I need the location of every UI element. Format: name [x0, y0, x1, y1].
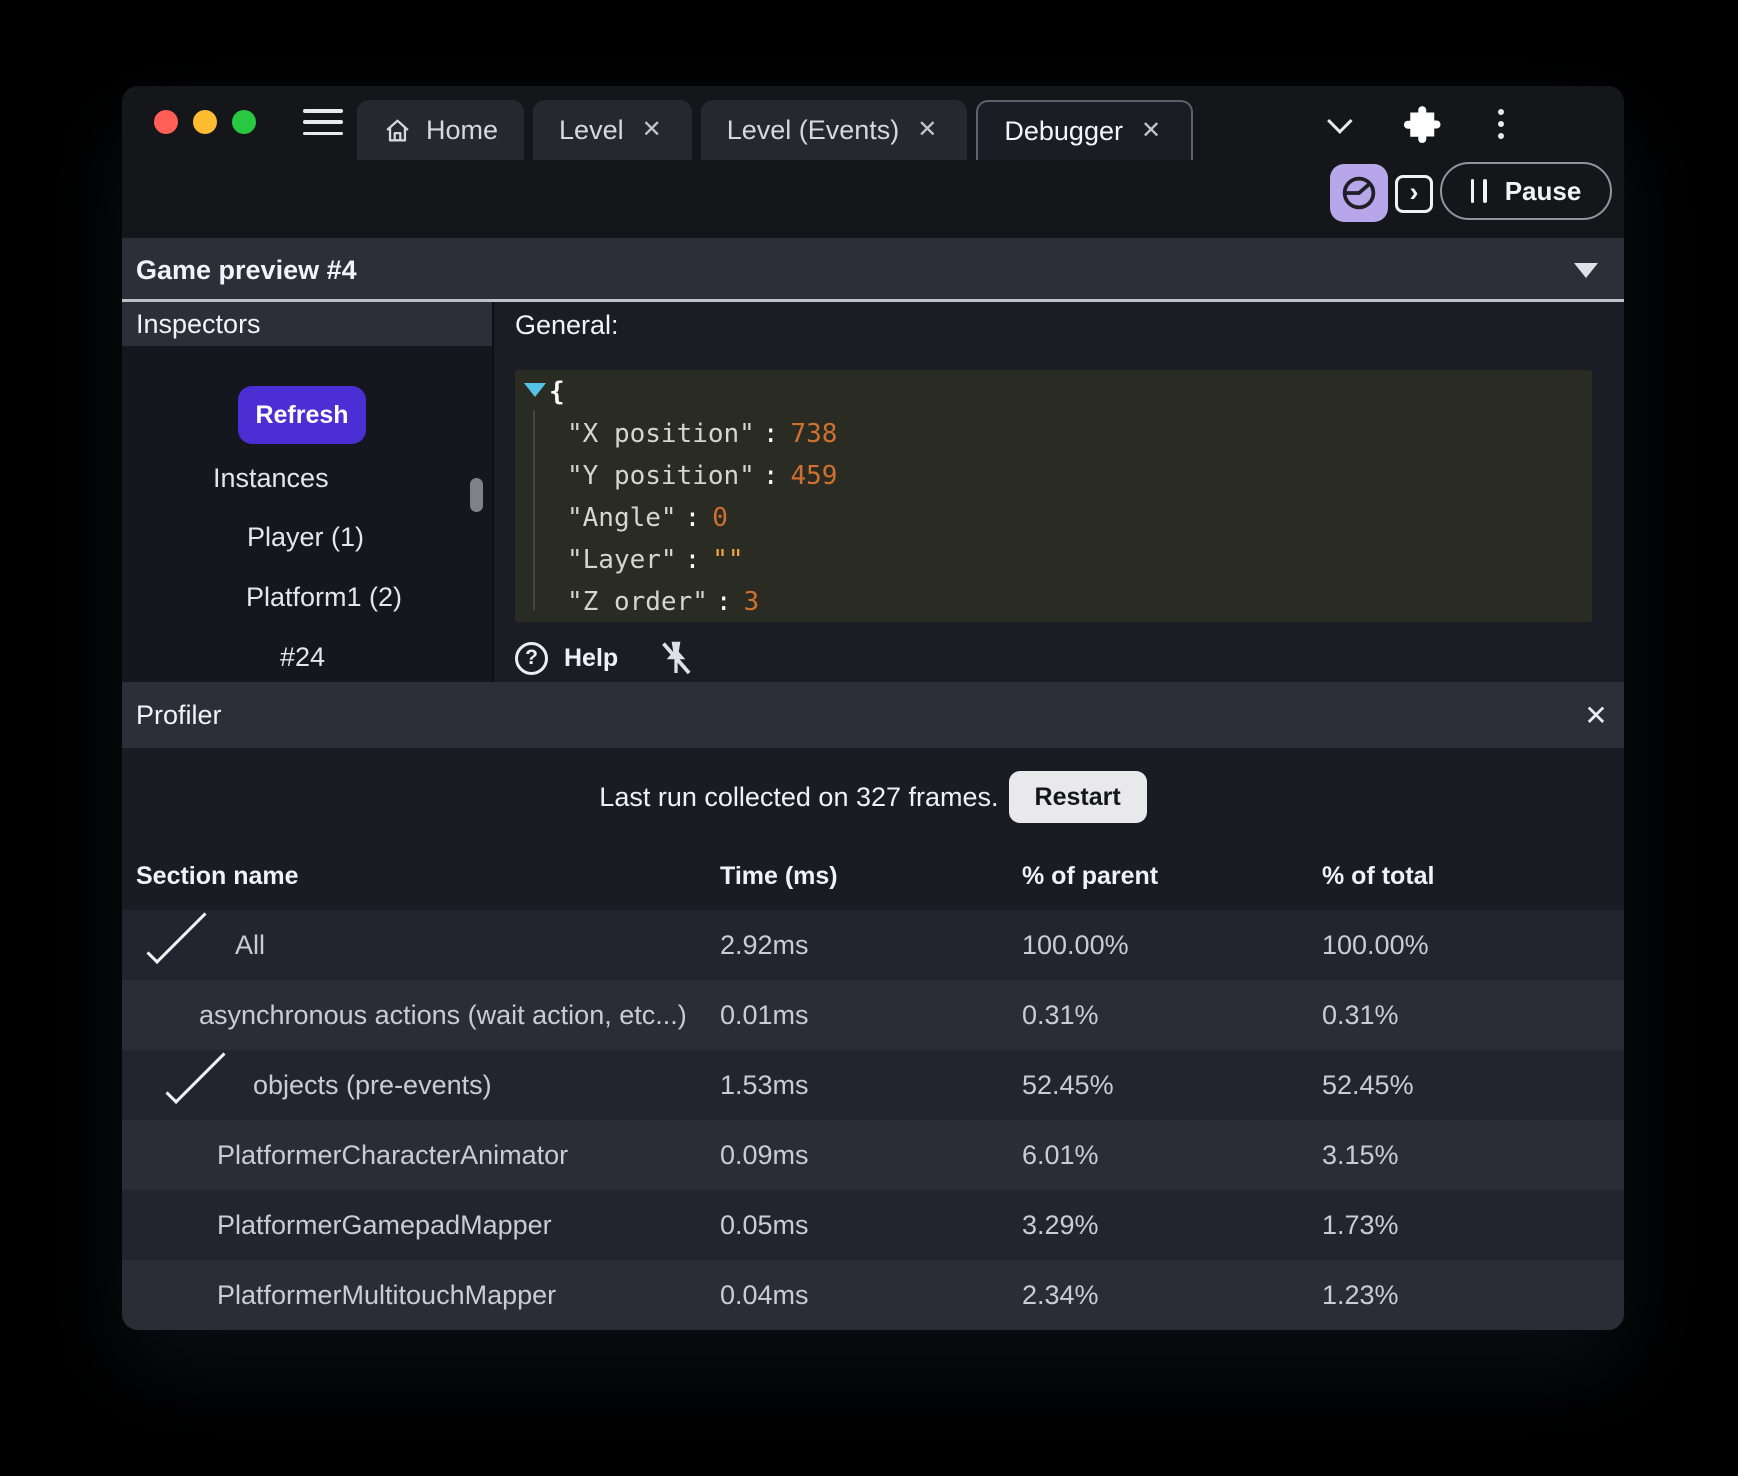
profiler-title: Profiler [136, 699, 222, 730]
tab-level-events[interactable]: Level (Events) ✕ [700, 100, 968, 160]
general-title: General: [515, 310, 619, 340]
table-row[interactable]: All 2.92ms 100.00% 100.00% [122, 903, 1624, 980]
zoom-button[interactable] [232, 110, 256, 134]
chevron-down-icon[interactable] [1327, 108, 1353, 134]
help-icon[interactable]: ? [515, 641, 548, 675]
profiler-gauge-button[interactable] [1330, 164, 1388, 222]
collapse-caret-icon[interactable] [1574, 263, 1598, 278]
profiler-status-row: Last run collected on 327 frames. Restar… [122, 766, 1624, 828]
restart-button[interactable]: Restart [1008, 771, 1147, 823]
sidebar-item-player[interactable]: Player (1) [247, 521, 365, 552]
sidebar-item-instances[interactable]: Instances [213, 462, 329, 493]
tab-bar: Home Level ✕ Level (Events) ✕ Debugger ✕ [357, 100, 1194, 160]
pause-button[interactable]: Pause [1440, 162, 1612, 220]
inspector-content: Inspectors Refresh Instances Player (1) … [122, 302, 1624, 682]
table-row[interactable]: objects (pre-events) 1.53ms 52.45% 52.45… [122, 1043, 1624, 1120]
expand-triangle-icon[interactable] [524, 383, 546, 397]
sidebar-item-instance-24[interactable]: #24 [280, 641, 326, 672]
debugger-toolbar: › Pause [122, 160, 1624, 238]
chevron-down-icon[interactable] [146, 903, 207, 965]
refresh-button[interactable]: Refresh [238, 386, 366, 444]
table-row[interactable]: PlatformerGamepadMapper 0.05ms 3.29% 1.7… [122, 1190, 1624, 1260]
game-preview-header[interactable]: Game preview #4 [122, 238, 1624, 302]
pause-icon [1470, 179, 1487, 203]
tab-home[interactable]: Home [357, 100, 525, 160]
menu-icon[interactable] [303, 109, 343, 135]
sidebar-item-platform1[interactable]: Platform1 (2) [246, 581, 403, 612]
inspectors-scrollbar-thumb[interactable] [470, 478, 483, 512]
table-row[interactable]: PlatformerCharacterAnimator 0.09ms 6.01%… [122, 1120, 1624, 1190]
tab-label: Level (Events) [726, 114, 900, 145]
more-options-icon[interactable] [1498, 109, 1504, 139]
home-icon [386, 119, 409, 141]
tab-label: Home [426, 114, 499, 145]
inspectors-title: Inspectors [136, 308, 261, 339]
table-row[interactable]: PlatformerMultitouchMapper 0.04ms 2.34% … [122, 1260, 1624, 1330]
profiler-table-header: Section name Time (ms) % of parent % of … [122, 843, 1624, 910]
console-button[interactable]: › [1395, 175, 1433, 213]
tab-level[interactable]: Level ✕ [533, 100, 692, 160]
column-header-parent: % of parent [1022, 862, 1159, 890]
gauge-icon [1342, 176, 1376, 210]
help-link[interactable]: Help [564, 643, 619, 672]
column-header-section: Section name [136, 862, 299, 890]
game-preview-title: Game preview #4 [136, 254, 357, 285]
json-open-brace: { [549, 377, 565, 407]
chevron-down-icon[interactable] [165, 1043, 226, 1105]
profiler-table: All 2.92ms 100.00% 100.00% asynchronous … [122, 903, 1624, 1330]
json-inspector: { "X position":738 "Y position":459 "Ang… [515, 370, 1592, 622]
extensions-puzzle-icon[interactable] [1402, 104, 1442, 144]
inspectors-header: Inspectors [122, 302, 492, 346]
titlebar-actions [1327, 104, 1504, 144]
minimize-button[interactable] [193, 110, 217, 134]
column-header-time: Time (ms) [720, 862, 838, 890]
profiler-panel: Last run collected on 327 frames. Restar… [122, 748, 1624, 1330]
close-button[interactable] [154, 110, 178, 134]
close-tab-icon[interactable]: ✕ [917, 116, 938, 143]
inspectors-panel: Inspectors Refresh Instances Player (1) … [122, 302, 494, 682]
tree-guide-line [533, 410, 535, 610]
debugger-window: Home Level ✕ Level (Events) ✕ Debugger ✕ [122, 86, 1624, 1330]
json-entry: "Layer": "" [567, 545, 744, 575]
pause-label: Pause [1504, 175, 1582, 206]
json-entry: "X position":738 [567, 419, 838, 449]
table-row[interactable]: asynchronous actions (wait action, etc..… [122, 980, 1624, 1050]
general-panel: General: { "X position":738 "Y position"… [496, 302, 1624, 682]
console-icon: › [1409, 177, 1419, 207]
tab-label: Level [559, 114, 624, 145]
profiler-close-icon[interactable]: ✕ [1584, 699, 1608, 731]
column-header-total: % of total [1322, 862, 1435, 890]
close-tab-icon[interactable]: ✕ [641, 116, 662, 143]
close-tab-icon[interactable]: ✕ [1140, 117, 1162, 144]
tab-label: Debugger [1004, 115, 1123, 146]
json-entry: "Angle":0 [567, 503, 728, 533]
json-entry: "Z order":3 [567, 587, 760, 617]
help-row: ? Help [515, 636, 696, 680]
profiler-status-text: Last run collected on 327 frames. [599, 781, 999, 812]
tab-debugger[interactable]: Debugger ✕ [976, 100, 1194, 160]
profiler-header: Profiler ✕ [122, 682, 1624, 748]
json-entry: "Y position":459 [567, 461, 838, 491]
unpin-icon[interactable] [656, 638, 696, 678]
